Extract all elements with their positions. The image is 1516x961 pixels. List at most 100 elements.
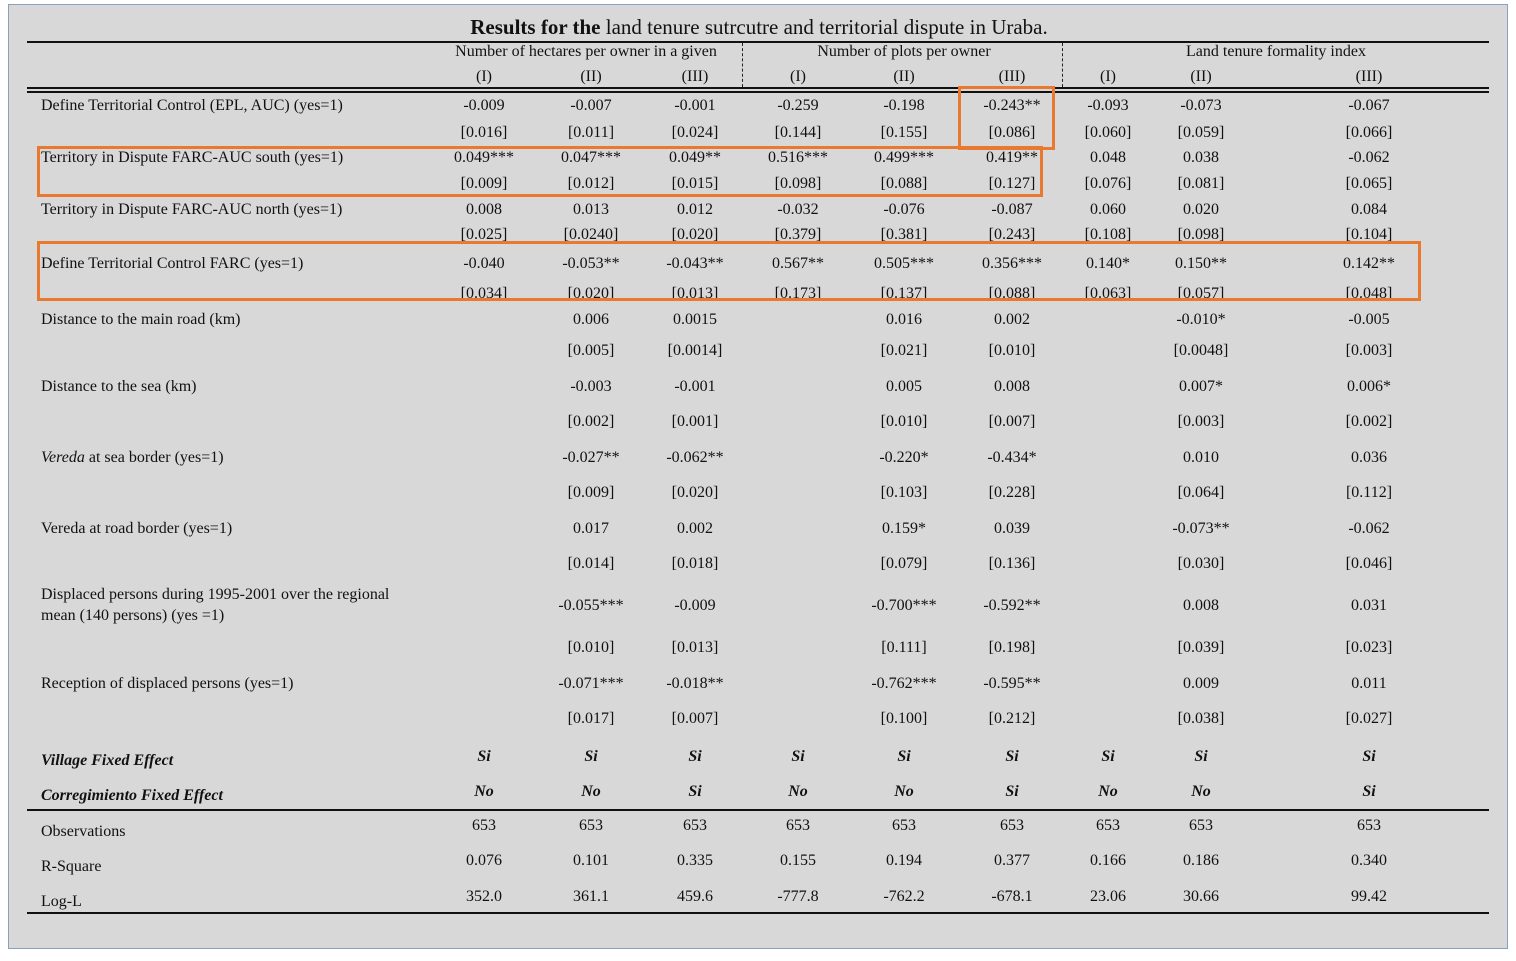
fixed-effect-value: Si: [477, 748, 491, 765]
stat-value: 352.0: [466, 888, 502, 905]
stat-value: 30.66: [1183, 888, 1219, 905]
coefficient-cell: 0.505***: [874, 255, 934, 272]
coefficient-cell: -0.003: [570, 378, 612, 395]
row-label: Define Territorial Control FARC (yes=1): [41, 255, 304, 272]
row-label: Reception of displaced persons (yes=1): [41, 675, 294, 692]
table-rule: [27, 91, 1489, 93]
stat-value: 361.1: [573, 888, 609, 905]
std-error-cell: [0.065]: [1345, 175, 1393, 192]
coefficient-cell: -0.062**: [666, 449, 724, 466]
stat-value: 653: [683, 817, 707, 834]
std-error-cell: [0.014]: [567, 555, 615, 572]
coefficient-cell: 0.049***: [454, 149, 514, 166]
stat-value: 0.194: [886, 852, 922, 869]
std-error-cell: [0.012]: [567, 175, 615, 192]
coefficient-cell: -0.434*: [987, 449, 1037, 466]
coefficient-cell: -0.040: [463, 255, 505, 272]
row-label: Define Territorial Control (EPL, AUC) (y…: [41, 97, 343, 114]
stat-value: -777.8: [777, 888, 819, 905]
std-error-cell: [0.228]: [988, 484, 1036, 501]
std-error-cell: [0.010]: [567, 639, 615, 656]
coefficient-cell: -0.067: [1348, 97, 1390, 114]
std-error-cell: [0.034]: [460, 285, 508, 302]
fixed-effect-value: Si: [1362, 748, 1376, 765]
coefficient-cell: -0.009: [674, 597, 716, 614]
coefficient-cell: 0.020: [1183, 201, 1219, 218]
fixed-effect-value: No: [1098, 783, 1118, 800]
coefficient-cell: -0.062: [1348, 149, 1390, 166]
fixed-effect-value: Si: [1194, 748, 1208, 765]
stat-value: 0.166: [1090, 852, 1126, 869]
highlight-box: [37, 241, 1421, 301]
column-number: (III): [998, 68, 1026, 85]
coefficient-cell: -0.592**: [983, 597, 1041, 614]
coefficient-cell: 0.140*: [1086, 255, 1130, 272]
std-error-cell: [0.136]: [988, 555, 1036, 572]
stat-label: Log-L: [41, 893, 82, 910]
coefficient-cell: -0.007: [570, 97, 612, 114]
coefficient-cell: -0.243**: [983, 97, 1041, 114]
std-error-cell: [0.144]: [774, 124, 822, 141]
group-header: Number of plots per owner: [817, 43, 991, 60]
std-error-cell: [0.005]: [567, 342, 615, 359]
table-title: Results for the land tenure sutrcutre an…: [9, 15, 1509, 40]
fixed-effect-label: Corregimiento Fixed Effect: [41, 787, 223, 804]
stat-value: 0.340: [1351, 852, 1387, 869]
coefficient-cell: -0.005: [1348, 311, 1390, 328]
std-error-cell: [0.098]: [1177, 226, 1225, 243]
highlight-box: [958, 86, 1055, 150]
stat-value: 0.155: [780, 852, 816, 869]
std-error-cell: [0.088]: [880, 175, 928, 192]
coefficient-cell: -0.700***: [871, 597, 937, 614]
stat-value: 0.186: [1183, 852, 1219, 869]
row-label: Displaced persons during 1995-2001 over …: [41, 586, 390, 603]
coefficient-cell: 0.009: [1183, 675, 1219, 692]
std-error-cell: [0.015]: [671, 175, 719, 192]
coefficient-cell: 0.038: [1183, 149, 1219, 166]
std-error-cell: [0.039]: [1177, 639, 1225, 656]
coefficient-cell: -0.027**: [562, 449, 620, 466]
std-error-cell: [0.024]: [671, 124, 719, 141]
std-error-cell: [0.010]: [880, 413, 928, 430]
row-label: Vereda at road border (yes=1): [41, 520, 233, 537]
coefficient-cell: 0.567**: [772, 255, 824, 272]
coefficient-cell: 0.017: [573, 520, 609, 537]
fixed-effect-value: Si: [1005, 783, 1019, 800]
coefficient-cell: 0.419**: [986, 149, 1038, 166]
group-header: Number of hectares per owner in a given: [455, 43, 717, 60]
std-error-cell: [0.007]: [988, 413, 1036, 430]
stat-value: 653: [1000, 817, 1024, 834]
coefficient-cell: 0.008: [1183, 597, 1219, 614]
fixed-effect-value: Si: [791, 748, 805, 765]
coefficient-cell: 0.011: [1351, 675, 1387, 692]
std-error-cell: [0.100]: [880, 710, 928, 727]
stat-value: 653: [1096, 817, 1120, 834]
coefficient-cell: 0.002: [994, 311, 1030, 328]
row-label-rest: at sea border (yes=1): [84, 449, 224, 466]
coefficient-cell: 0.006: [573, 311, 609, 328]
std-error-cell: [0.048]: [1345, 285, 1393, 302]
std-error-cell: [0.003]: [1177, 413, 1225, 430]
coefficient-cell: -0.762***: [871, 675, 937, 692]
row-label-line2: mean (140 persons) (yes =1): [41, 607, 225, 624]
stat-label: Observations: [41, 823, 126, 840]
column-number: (I): [1100, 68, 1116, 85]
fixed-effect-value: Si: [1101, 748, 1115, 765]
std-error-cell: [0.112]: [1345, 484, 1393, 501]
std-error-cell: [0.098]: [774, 175, 822, 192]
std-error-cell: [0.198]: [988, 639, 1036, 656]
column-number: (II): [580, 68, 602, 85]
coefficient-cell: 0.007*: [1179, 378, 1223, 395]
std-error-cell: [0.108]: [1084, 226, 1132, 243]
coefficient-cell: 0.356***: [982, 255, 1042, 272]
std-error-cell: [0.212]: [988, 710, 1036, 727]
coefficient-cell: -0.087: [991, 201, 1033, 218]
coefficient-cell: -0.009: [463, 97, 505, 114]
stat-value: 23.06: [1090, 888, 1126, 905]
std-error-cell: [0.127]: [988, 175, 1036, 192]
row-label: Territory in Dispute FARC-AUC south (yes…: [41, 149, 344, 166]
coefficient-cell: 0.039: [994, 520, 1030, 537]
coefficient-cell: 0.060: [1090, 201, 1126, 218]
group-header: Land tenure formality index: [1186, 43, 1366, 60]
coefficient-cell: 0.008: [466, 201, 502, 218]
